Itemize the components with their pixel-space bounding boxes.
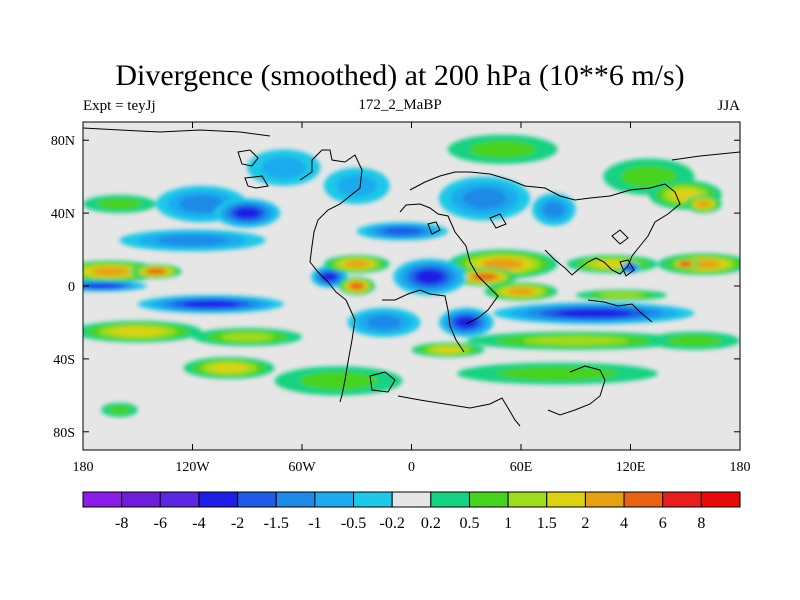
contour-region [97,198,142,210]
x-axis: 180 120W 60W 0 60E 120E 180 [73,122,751,475]
y-axis: 80N 40N 0 40S 80S [51,134,740,441]
contour-region [432,346,464,353]
colorbar-box [662,491,702,508]
contour-region [696,200,711,208]
colorbar-label: -6 [154,515,167,532]
colorbar-label: 8 [697,515,705,532]
x-tick-label: 120W [175,460,210,475]
colorbar-boxes [82,491,741,508]
colorbar-label: -1 [308,515,321,532]
colorbar-box [507,491,548,508]
contour-region [473,273,496,281]
colorbar-label: 1.5 [537,515,557,532]
contour-region [507,288,535,295]
contour-field [83,134,740,418]
colorbar-label: 2 [581,515,589,532]
contour-region [496,366,619,381]
colorbar-box [82,491,123,508]
colorbar-box [159,491,200,508]
contour-region [179,195,224,213]
colorbar-labels: -8 -6 -4 -2 -1.5 -1 -0.5 -0.2 0.2 0.5 1 1.5 2 4 6 8 [115,515,705,532]
contour-region [462,188,507,209]
colorbar-box [353,491,393,508]
colorbar-label: -1.5 [264,515,289,532]
contour-region [336,174,377,197]
colorbar-box [468,491,509,508]
colorbar-box [430,491,470,508]
contour-region [482,258,524,270]
colorbar-box [391,491,432,508]
contour-region [523,336,629,346]
colorbar-label: -8 [115,515,128,532]
contour-region [210,363,248,373]
contour-region [183,300,239,308]
colorbar-box [546,491,586,508]
colorbar-label: 6 [659,515,667,532]
contour-region [621,165,677,188]
contour-region [366,315,402,330]
contour-region [322,272,337,281]
contour-region [91,267,130,276]
contour-region [234,207,260,219]
run-label: 172_2_MaBP [358,97,442,113]
experiment-label: Expt = teyJj [83,98,156,114]
contour-region [344,260,370,268]
colorbar-label: -0.5 [341,515,366,532]
colorbar-box [275,491,316,508]
contour-region [299,371,378,390]
contour-region [147,268,165,274]
colorbar-label: 0.2 [421,515,441,532]
colorbar-label: 1 [504,515,512,532]
contour-region [556,309,632,318]
contour-region [108,405,131,415]
colorbar-box [623,491,664,508]
colorbar-label: 0.5 [459,515,479,532]
contour-region [221,332,274,342]
contour-region [456,316,477,328]
y-tick-label: 80S [53,426,75,441]
y-tick-label: 80N [51,134,75,149]
contour-region [599,292,644,298]
contour-region [350,282,364,290]
contour-region [666,335,723,347]
colorbar-box [584,491,625,508]
colorbar-box [237,491,277,508]
contour-region [416,270,444,284]
colorbar-label: -4 [192,515,205,532]
colorbar-label: -2 [231,515,244,532]
x-tick-label: 180 [730,460,751,475]
x-tick-label: 180 [73,460,94,475]
colorbar-label: -0.2 [380,515,405,532]
contour-region [84,283,119,289]
y-tick-label: 0 [68,280,75,295]
colorbar-box [700,491,741,508]
x-tick-label: 120E [616,460,646,475]
y-tick-label: 40N [51,207,75,222]
contour-region [680,262,691,266]
x-tick-label: 0 [408,460,415,475]
contour-region [543,201,565,218]
x-tick-label: 60E [510,460,533,475]
chart-title: Divergence (smoothed) at 200 hPa (10**6 … [115,59,685,92]
contour-region [111,327,165,337]
colorbar-box [121,491,161,508]
colorbar-label: 4 [620,515,628,532]
colorbar-box [198,491,239,508]
contour-region [261,156,307,179]
contour-region [157,235,228,246]
season-label: JJA [717,98,740,114]
y-tick-label: 40S [53,353,75,368]
contour-region [383,227,422,236]
coastline [83,127,740,427]
colorbar-box [314,491,355,508]
x-tick-label: 60W [288,460,316,475]
contour-region [469,140,537,159]
